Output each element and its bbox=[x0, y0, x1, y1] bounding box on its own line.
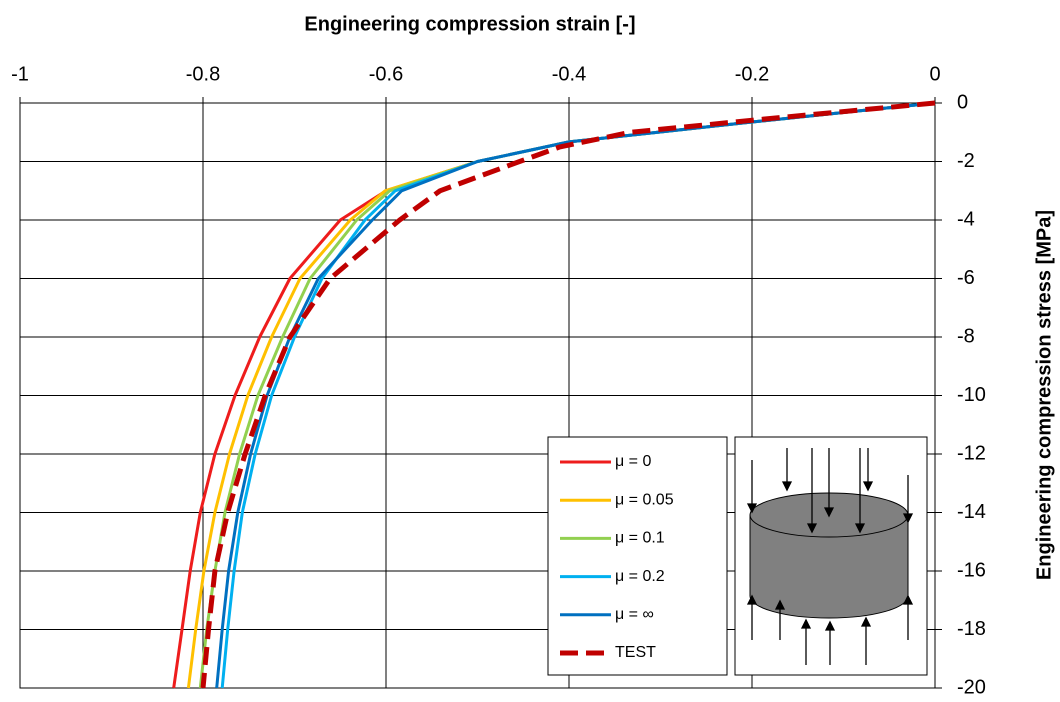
data-line bbox=[200, 100, 936, 689]
legend-label: μ = 0.05 bbox=[615, 491, 674, 508]
chart-title: Engineering compression strain [-] bbox=[304, 13, 635, 35]
y-tick-label: -20 bbox=[957, 676, 986, 698]
x-tick-label: -1 bbox=[11, 63, 29, 85]
y-tick-label: -14 bbox=[957, 501, 986, 523]
y-tick-label: -16 bbox=[957, 559, 986, 581]
x-tick-label: -0.2 bbox=[735, 63, 769, 85]
y-tick-label: -12 bbox=[957, 442, 986, 464]
y-tick-label: -10 bbox=[957, 384, 986, 406]
x-tick-label: -0.4 bbox=[552, 63, 586, 85]
x-tick-label: 0 bbox=[929, 63, 940, 85]
legend-label: μ = 0 bbox=[615, 453, 651, 470]
legend-label: μ = 0.1 bbox=[615, 530, 665, 547]
x-tick-label: -0.6 bbox=[369, 63, 403, 85]
load-arrows bbox=[746, 448, 914, 665]
x-tick-label: -0.8 bbox=[186, 63, 220, 85]
inset-diagram bbox=[734, 436, 928, 676]
legend-label: μ = ∞ bbox=[615, 606, 654, 623]
y-tick-label: -4 bbox=[957, 208, 975, 230]
data-line bbox=[215, 101, 936, 689]
legend-label: μ = 0.2 bbox=[615, 568, 665, 585]
y-tick-label: -8 bbox=[957, 325, 975, 347]
y-tick-label: -18 bbox=[957, 618, 986, 640]
y-tick-label: -6 bbox=[957, 267, 975, 289]
legend-label: TEST bbox=[615, 644, 656, 661]
legend-frame bbox=[547, 436, 728, 676]
y-axis-title: Engineering compression stress [MPa] bbox=[1033, 210, 1055, 580]
y-tick-label: 0 bbox=[957, 91, 968, 113]
y-tick-label: -2 bbox=[957, 150, 975, 172]
